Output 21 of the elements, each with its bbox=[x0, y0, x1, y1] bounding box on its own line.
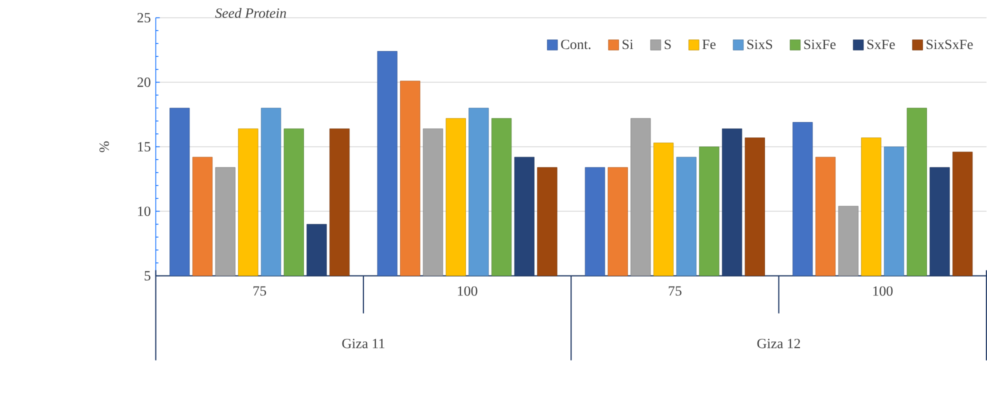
text: Giza 11 bbox=[342, 338, 384, 348]
y-tick-label: 5 bbox=[144, 271, 150, 280]
legend-label: SxFe bbox=[867, 40, 895, 49]
y-tick-label: 25 bbox=[137, 12, 150, 22]
x-tick-label: 75 bbox=[254, 286, 266, 296]
y-axis-title: % bbox=[99, 141, 109, 152]
y-tick-label: 10 bbox=[138, 206, 150, 216]
legend-label: SixSxFe bbox=[926, 40, 973, 49]
legend-label: SixFe bbox=[804, 40, 836, 49]
legend-label: Fe bbox=[702, 40, 716, 49]
legend-label: S bbox=[664, 40, 671, 49]
x-tick-label: 100 bbox=[458, 286, 478, 296]
y-tick-label: 20 bbox=[137, 77, 150, 87]
chart-title: Seed Protein bbox=[215, 8, 286, 18]
legend-label: Cont. bbox=[561, 40, 590, 50]
text: Giza 12 bbox=[757, 338, 800, 348]
legend-label: SixS bbox=[747, 40, 772, 49]
x-tick-label: 75 bbox=[668, 286, 682, 296]
y-tick-label: 15 bbox=[138, 142, 150, 152]
legend-label: Si bbox=[622, 40, 634, 49]
x-tick-label: 100 bbox=[873, 286, 893, 296]
